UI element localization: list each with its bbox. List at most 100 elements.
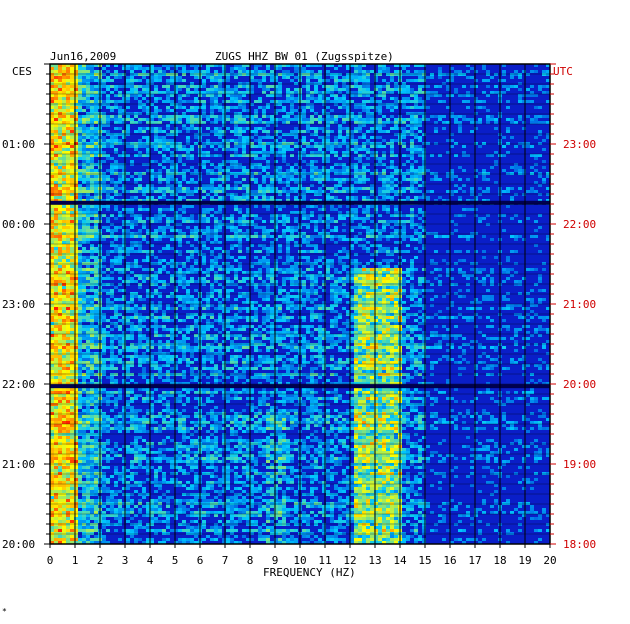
spectrogram-cell — [110, 109, 114, 112]
spectrogram-cell — [358, 121, 362, 124]
spectrogram-cell — [278, 145, 282, 148]
spectrogram-cell — [390, 139, 394, 142]
spectrogram-cell — [190, 205, 194, 208]
spectrogram-cell — [318, 64, 322, 67]
spectrogram-cell — [246, 109, 250, 112]
spectrogram-cell — [78, 106, 82, 109]
spectrogram-cell — [374, 268, 378, 271]
spectrogram-cell — [370, 280, 374, 283]
spectrogram-cell — [126, 220, 130, 223]
spectrogram-cell — [290, 94, 294, 97]
spectrogram-cell — [314, 199, 318, 202]
spectrogram-cell — [390, 91, 394, 94]
spectrogram-cell — [54, 130, 58, 133]
spectrogram-cell — [66, 262, 70, 265]
spectrogram-cell — [66, 142, 70, 145]
spectrogram-cell — [74, 226, 78, 229]
spectrogram-cell — [302, 130, 306, 133]
spectrogram-cell — [250, 88, 254, 91]
spectrogram-cell — [178, 115, 182, 118]
spectrogram-cell — [342, 238, 346, 241]
spectrogram-cell — [62, 214, 66, 217]
spectrogram-cell — [338, 238, 342, 241]
spectrogram-cell — [270, 283, 274, 286]
spectrogram-cell — [246, 115, 250, 118]
spectrogram-cell — [310, 82, 314, 85]
spectrogram-cell — [382, 154, 386, 157]
spectrogram-cell — [410, 178, 414, 181]
spectrogram-cell — [390, 253, 394, 256]
spectrogram-cell — [318, 73, 322, 76]
spectrogram-cell — [86, 193, 90, 196]
spectrogram-cell — [462, 214, 466, 217]
spectrogram-cell — [530, 118, 534, 121]
spectrogram-cell — [74, 70, 78, 73]
spectrogram-cell — [350, 91, 354, 94]
spectrogram-cell — [246, 172, 250, 175]
spectrogram-cell — [434, 127, 438, 130]
spectrogram-cell — [350, 208, 354, 211]
spectrogram-cell — [274, 190, 278, 193]
spectrogram-cell — [86, 166, 90, 169]
spectrogram-cell — [242, 235, 246, 238]
spectrogram-cell — [418, 226, 422, 229]
spectrogram-cell — [242, 217, 246, 220]
spectrogram-cell — [170, 100, 174, 103]
spectrogram-cell — [82, 151, 86, 154]
spectrogram-cell — [234, 235, 238, 238]
spectrogram-cell — [90, 229, 94, 232]
spectrogram-cell — [414, 223, 418, 226]
spectrogram-cell — [58, 220, 62, 223]
spectrogram-cell — [218, 130, 222, 133]
spectrogram-cell — [206, 118, 210, 121]
spectrogram-cell — [394, 211, 398, 214]
spectrogram-cell — [386, 184, 390, 187]
spectrogram-cell — [534, 64, 538, 67]
spectrogram-cell — [194, 226, 198, 229]
spectrogram-cell — [502, 70, 506, 73]
spectrogram-cell — [250, 175, 254, 178]
spectrogram-cell — [202, 196, 206, 199]
spectrogram-cell — [270, 73, 274, 76]
spectrogram-cell — [122, 175, 126, 178]
spectrogram-cell — [62, 112, 66, 115]
spectrogram-cell — [178, 238, 182, 241]
spectrogram-cell — [210, 154, 214, 157]
spectrogram-cell — [134, 172, 138, 175]
spectrogram-cell — [418, 190, 422, 193]
spectrogram-cell — [422, 163, 426, 166]
spectrogram-cell — [78, 73, 82, 76]
spectrogram-cell — [310, 121, 314, 124]
spectrogram-cell — [414, 97, 418, 100]
spectrogram-cell — [322, 85, 326, 88]
spectrogram-cell — [402, 277, 406, 280]
spectrogram-cell — [314, 118, 318, 121]
spectrogram-cell — [454, 250, 458, 253]
spectrogram-cell — [238, 223, 242, 226]
spectrogram-cell — [274, 118, 278, 121]
spectrogram-cell — [342, 280, 346, 283]
spectrogram-cell — [494, 85, 498, 88]
spectrogram-cell — [514, 163, 518, 166]
spectrogram-cell — [330, 109, 334, 112]
spectrogram-cell — [54, 166, 58, 169]
spectrogram-cell — [306, 268, 310, 271]
spectrogram-cell — [238, 121, 242, 124]
spectrogram-cell — [422, 142, 426, 145]
spectrogram-cell — [322, 184, 326, 187]
spectrogram-cell — [482, 67, 486, 70]
spectrogram-cell — [534, 136, 538, 139]
spectrogram-cell — [150, 250, 154, 253]
spectrogram-cell — [390, 166, 394, 169]
spectrogram-cell — [206, 247, 210, 250]
spectrogram-cell — [62, 142, 66, 145]
spectrogram-cell — [66, 97, 70, 100]
spectrogram-cell — [378, 262, 382, 265]
spectrogram-cell — [406, 85, 410, 88]
spectrogram-cell — [190, 235, 194, 238]
spectrogram-cell — [134, 145, 138, 148]
spectrogram-cell — [130, 220, 134, 223]
spectrogram-cell — [322, 166, 326, 169]
spectrogram-cell — [182, 124, 186, 127]
spectrogram-cell — [318, 286, 322, 289]
